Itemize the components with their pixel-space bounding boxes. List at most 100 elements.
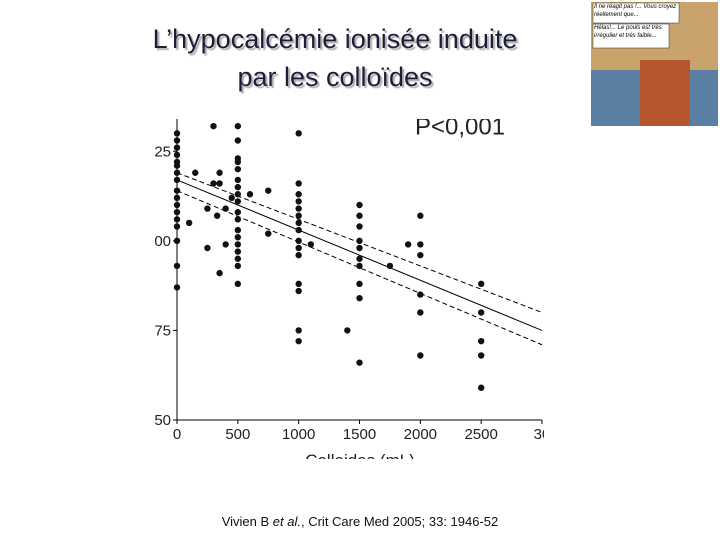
point <box>295 287 302 295</box>
point <box>173 169 181 176</box>
y-tick-label: 25 <box>154 143 171 160</box>
title-line: L’hypocalcémie ionisée induite <box>153 24 518 54</box>
point <box>173 262 181 270</box>
point <box>295 205 302 212</box>
comic-image: Il ne réagit pas !... Vous croyez réelle… <box>591 2 718 126</box>
x-tick-label: 1500 <box>343 426 376 443</box>
point <box>173 130 181 137</box>
point <box>173 187 181 194</box>
bubble-text: Hélas!... Le pouls est très irrégulier e… <box>594 25 662 39</box>
point <box>477 309 485 316</box>
point <box>213 212 221 219</box>
point <box>295 219 302 227</box>
point <box>307 241 315 248</box>
point <box>356 294 363 302</box>
point <box>234 234 242 241</box>
point <box>344 327 351 334</box>
point <box>295 212 302 219</box>
point <box>234 255 242 262</box>
point <box>417 352 424 359</box>
x-tick-label: 30 <box>534 426 551 443</box>
point <box>477 352 485 359</box>
point <box>234 216 242 223</box>
point <box>477 337 485 345</box>
y-tick-label: 50 <box>154 412 171 429</box>
point <box>234 262 242 270</box>
point <box>222 205 229 212</box>
point <box>356 212 363 219</box>
point <box>356 280 363 288</box>
point <box>204 244 211 252</box>
point <box>356 262 363 270</box>
point <box>356 237 363 245</box>
point <box>417 241 424 248</box>
point <box>216 180 223 187</box>
point <box>222 241 229 248</box>
point <box>295 280 302 288</box>
point <box>295 180 302 187</box>
point <box>228 194 235 202</box>
point <box>173 208 181 216</box>
title-line: par les colloïdes <box>237 62 432 92</box>
point <box>173 162 181 169</box>
point <box>295 244 302 252</box>
point <box>173 176 181 184</box>
point <box>210 122 217 130</box>
point <box>234 122 242 130</box>
point <box>265 187 272 194</box>
point <box>185 219 193 227</box>
point <box>234 241 242 248</box>
point <box>265 230 272 237</box>
point <box>234 208 242 216</box>
point <box>477 280 485 288</box>
point <box>234 158 242 166</box>
point <box>295 251 302 259</box>
point <box>234 248 242 255</box>
point <box>204 205 211 212</box>
point <box>173 137 181 144</box>
point <box>295 237 302 245</box>
point <box>246 191 254 198</box>
bubble-text: Il ne réagit pas !... Vous croyez réelle… <box>594 4 677 18</box>
point <box>173 216 181 223</box>
point <box>417 251 424 259</box>
point <box>173 223 181 230</box>
point <box>295 327 302 334</box>
point <box>356 223 363 230</box>
point <box>417 291 424 298</box>
x-tick-label: 500 <box>225 426 250 443</box>
point <box>216 169 223 176</box>
point <box>404 241 412 248</box>
point <box>210 180 217 187</box>
point <box>295 191 302 198</box>
point <box>234 165 242 173</box>
point <box>173 284 181 291</box>
point <box>356 244 363 252</box>
x-tick-label: 2000 <box>404 426 437 443</box>
point <box>234 176 242 184</box>
y-tick-label: 00 <box>154 233 171 250</box>
point <box>234 191 242 198</box>
point <box>234 183 242 191</box>
point <box>192 169 199 176</box>
point <box>173 194 181 202</box>
point <box>173 144 181 151</box>
point <box>295 130 302 137</box>
point <box>173 237 181 245</box>
point <box>173 151 181 159</box>
point <box>234 198 242 205</box>
point <box>173 201 181 209</box>
point <box>295 337 302 345</box>
point <box>295 198 302 205</box>
point <box>417 212 424 219</box>
x-tick-label: 1000 <box>282 426 315 443</box>
x-tick-label: 2500 <box>464 426 497 443</box>
point <box>295 226 302 234</box>
point <box>356 201 363 209</box>
point <box>356 255 363 262</box>
fit-line <box>176 179 543 331</box>
point <box>216 269 223 277</box>
x-axis-label: Colloides (mL) <box>305 451 415 470</box>
